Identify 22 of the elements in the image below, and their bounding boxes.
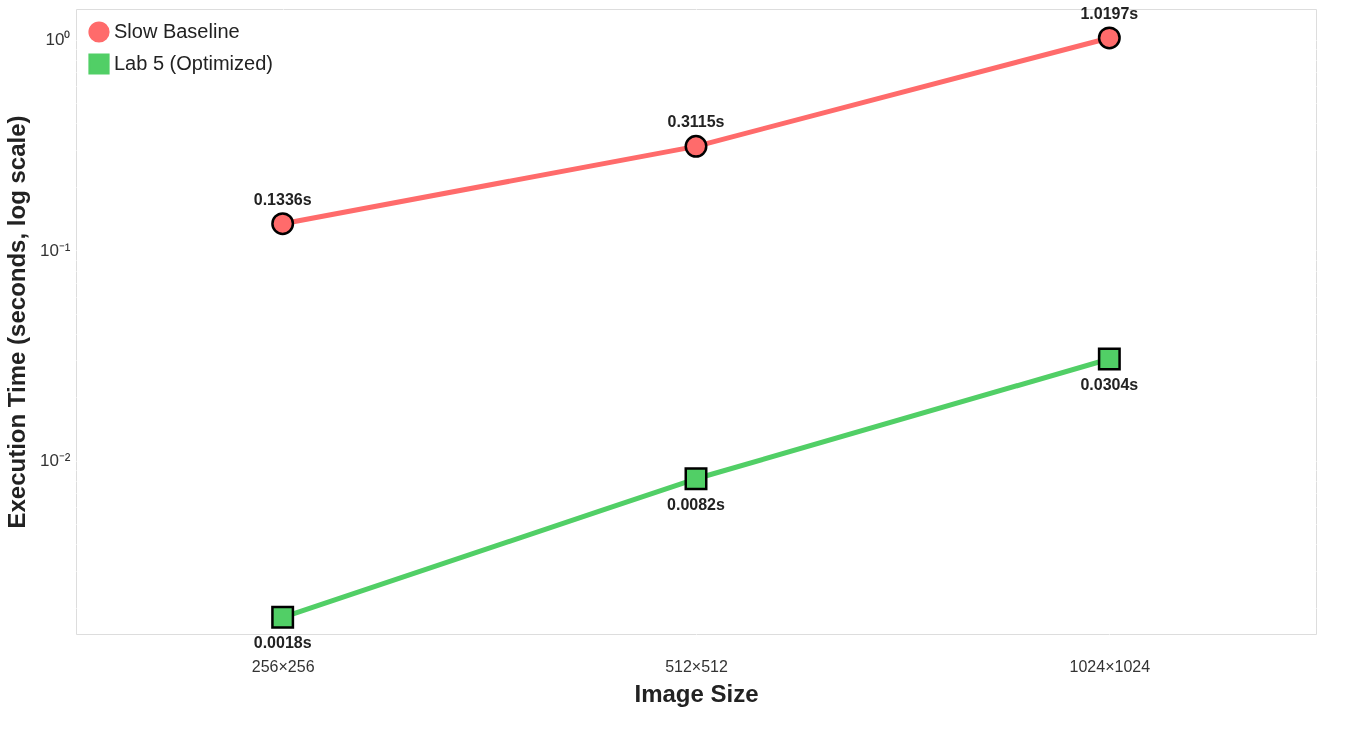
point — [271, 212, 295, 236]
data-label: 0.3115s — [667, 113, 725, 131]
x-tick-label: 256×256 — [251, 657, 315, 675]
point — [271, 605, 295, 629]
y-axis-title: Execution Time (seconds, log scale) — [2, 115, 30, 529]
y-tick-label: 10⁻¹ — [39, 240, 71, 260]
x-tick-label: 512×512 — [665, 657, 728, 675]
y-tick-label: 10⁻² — [39, 451, 71, 471]
data-label: 1.0197s — [1080, 4, 1139, 22]
data-label: 0.0304s — [1080, 376, 1139, 394]
x-axis-title: Image Size — [634, 679, 759, 707]
data-label: 0.1336s — [253, 190, 312, 208]
legend-label: Lab 5 (Optimized) — [114, 52, 273, 74]
x-tick-label: 1024×1024 — [1069, 657, 1151, 675]
data-label: 0.0082s — [667, 495, 726, 513]
point — [1097, 347, 1121, 371]
point — [684, 134, 708, 158]
data-label: 0.0018s — [253, 634, 312, 652]
y-tick-label: 10⁰ — [45, 30, 71, 50]
point — [1097, 26, 1121, 50]
legend-label: Slow Baseline — [114, 20, 240, 42]
point — [684, 467, 708, 491]
